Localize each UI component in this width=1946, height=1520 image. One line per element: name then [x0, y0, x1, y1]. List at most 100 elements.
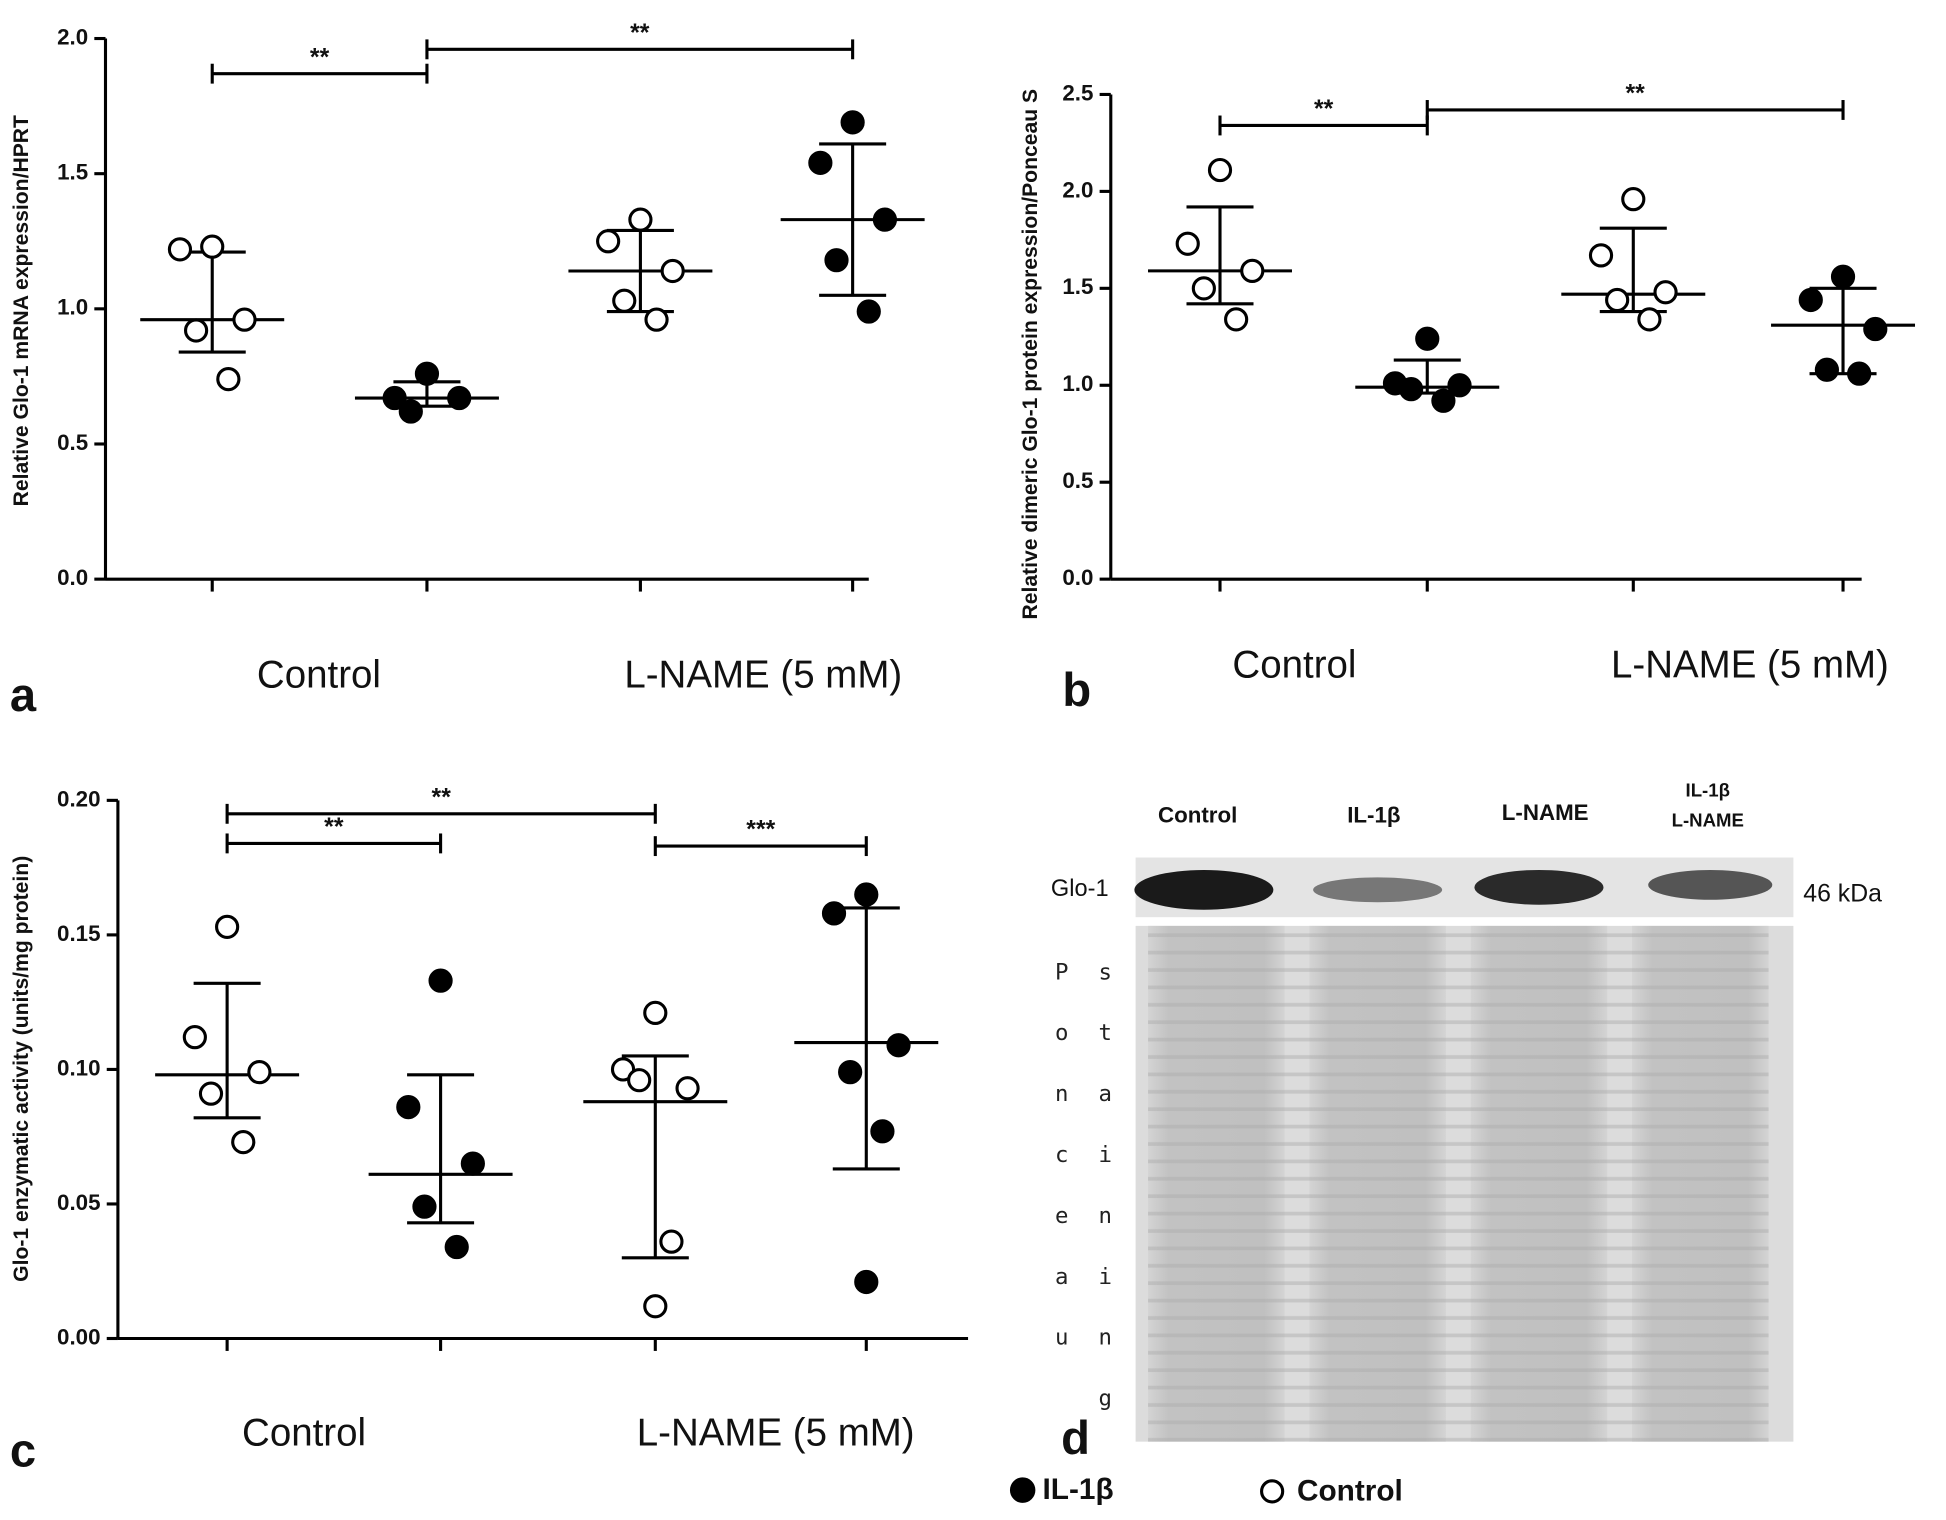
data-point: [1588, 243, 1614, 268]
data-point: [1207, 157, 1233, 183]
data-point: [1415, 326, 1440, 351]
x-label: Control: [257, 653, 381, 696]
data-point: [854, 882, 879, 907]
band-label: Glo-1: [1051, 875, 1109, 901]
y-tick-label: 1.0: [1062, 371, 1093, 396]
data-point: [182, 1025, 207, 1050]
data-point: [1830, 264, 1856, 289]
y-tick-label: 0.0: [1062, 565, 1093, 590]
legend-label: IL-1β: [1043, 1473, 1114, 1506]
significance-label: ***: [746, 817, 775, 844]
y-tick-label: 1.5: [57, 160, 88, 185]
significance-label: **: [1625, 81, 1645, 108]
data-point: [610, 1057, 636, 1082]
panel: 0.00 0.05 0.10 0.15 0.20 Control L-NAME (5 mM)…: [10, 784, 969, 1478]
significance-label: **: [1314, 96, 1334, 123]
data-point: [1447, 373, 1472, 398]
data-point: [1175, 231, 1200, 256]
x-label: Control: [242, 1412, 366, 1455]
data-point: [215, 914, 240, 939]
y-tick-label: 0.00: [57, 1324, 100, 1349]
data-point: [167, 237, 193, 262]
data-point: [856, 299, 881, 324]
data-point: [1621, 187, 1646, 212]
data-point: [1240, 258, 1265, 283]
significance-label: **: [432, 784, 452, 811]
data-point: [644, 307, 669, 332]
data-point: [627, 1068, 652, 1093]
data-point: [872, 207, 898, 232]
data-point: [838, 1060, 863, 1085]
y-tick-label: 0.20: [57, 786, 100, 811]
y-tick-label: 0.05: [57, 1190, 100, 1215]
data-point: [1653, 280, 1678, 305]
lane-label: L-NAME: [1502, 800, 1589, 825]
data-point: [1798, 287, 1823, 313]
data-point: [1605, 287, 1630, 313]
y-axis-title: Glo-1 enzymatic activity (units/mg prote…: [10, 856, 33, 1282]
significance-label: **: [324, 814, 344, 841]
data-point: [870, 1119, 895, 1144]
legend-marker: [1260, 1479, 1285, 1504]
lane-bands: [1148, 925, 1769, 1442]
data-point: [1431, 388, 1456, 413]
data-point: [414, 361, 440, 386]
data-point: [840, 110, 865, 135]
lane-label: Control: [1158, 802, 1237, 827]
data-point: [659, 1229, 684, 1254]
significance-label: **: [310, 44, 330, 71]
legend-label: Control: [1297, 1474, 1403, 1507]
lane-label: IL-1β: [1686, 780, 1730, 801]
band: [1134, 869, 1274, 910]
panel-letter: b: [1062, 664, 1091, 717]
data-point: [1863, 316, 1888, 342]
data-point: [398, 399, 423, 424]
legend-marker: [1009, 1477, 1036, 1503]
band: [1474, 869, 1604, 905]
data-point: [1399, 377, 1424, 402]
band: [1648, 869, 1773, 900]
data-point: [612, 288, 637, 313]
data-point: [183, 318, 209, 343]
data-point: [460, 1151, 485, 1176]
y-tick-label: 2.5: [1062, 80, 1093, 105]
data-point: [1814, 357, 1839, 382]
y-tick-label: 2.0: [1062, 177, 1093, 202]
data-point: [1191, 276, 1216, 301]
legend: IL-1β Control: [1009, 1473, 1403, 1507]
data-point: [1224, 307, 1249, 332]
data-point: [447, 385, 472, 411]
y-tick-label: 0.15: [57, 921, 100, 946]
panel-letter: c: [10, 1425, 36, 1478]
y-axis-title: Relative dimeric Glo-1 protein expressio…: [1019, 89, 1042, 620]
x-label: Control: [1232, 644, 1356, 687]
y-tick-label: 1.5: [1062, 274, 1093, 299]
y-tick-label: 0.5: [57, 430, 88, 455]
x-label: L-NAME (5 mM): [1611, 644, 1889, 687]
data-point: [231, 1129, 256, 1155]
data-point: [444, 1234, 469, 1260]
lane-label: L-NAME: [1672, 809, 1744, 830]
panel-letter: d: [1061, 1412, 1090, 1465]
data-point: [808, 150, 833, 175]
x-label: L-NAME (5 mM): [624, 653, 902, 696]
data-point: [824, 248, 849, 273]
data-point: [200, 234, 225, 259]
western-blot: Control IL-1β L-NAME IL-1β L-NAME Glo-1 …: [1051, 780, 1882, 1466]
data-point: [660, 258, 685, 284]
data-point: [821, 901, 847, 926]
data-point: [643, 1294, 668, 1319]
data-point: [596, 229, 621, 254]
y-tick-label: 0.0: [57, 565, 88, 590]
data-point: [1847, 361, 1872, 386]
data-point: [412, 1194, 437, 1219]
y-axis-title: Relative Glo-1 mRNA expression/HPRT: [10, 115, 33, 506]
data-point: [675, 1076, 700, 1101]
y-tick-label: 0.10: [57, 1055, 100, 1080]
y-tick-label: 2.0: [57, 24, 88, 49]
data-point: [216, 366, 241, 392]
data-point: [382, 385, 407, 411]
band: [1313, 877, 1443, 903]
